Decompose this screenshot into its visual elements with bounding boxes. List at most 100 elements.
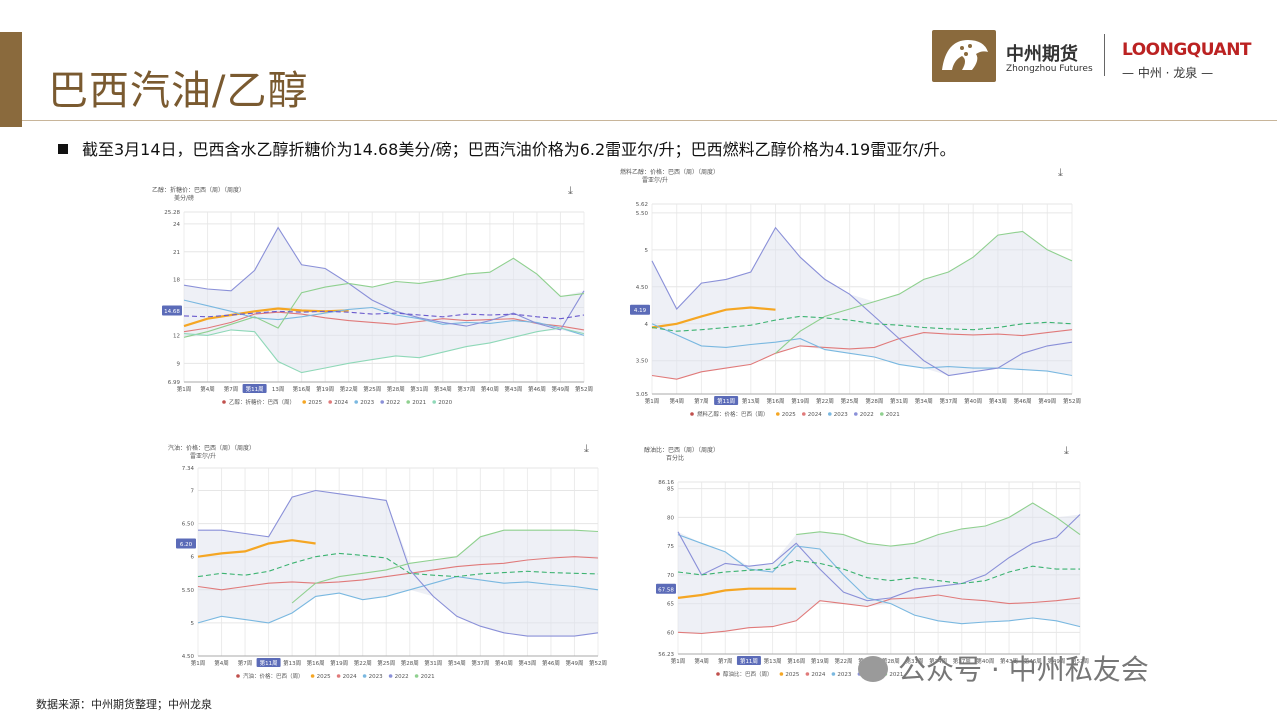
x-tick-label: 第11周: [740, 657, 758, 665]
logo-cn-name: 中州期货: [1006, 44, 1078, 65]
y-tick-label: 7: [191, 489, 195, 495]
legend-marker-2025: [310, 674, 315, 678]
legend-marker-2024: [805, 672, 810, 676]
legend-marker-prefix: [236, 674, 240, 678]
x-tick-label: 第7周: [694, 397, 709, 405]
y-tick-label: 24: [173, 222, 180, 228]
x-tick-label: 第46周: [1024, 657, 1042, 665]
y-tick-label: 25.28: [164, 210, 180, 216]
legend-label-prefix: 醇油比：巴西（周）: [723, 670, 773, 678]
chart-title: 汽油：价格：巴西（周）（周度）: [168, 444, 255, 452]
wechat-icon: [858, 656, 888, 682]
legend-marker-2021: [880, 412, 884, 416]
series-line-均值: [183, 310, 585, 320]
legend-label-prefix: 汽油：价格：巴西（周）: [243, 672, 304, 680]
legend-label-2021: 2021: [889, 672, 903, 678]
logo-separator: [1104, 34, 1105, 76]
y-tick-label: 3.50: [636, 359, 649, 365]
x-tick-label: 第28周: [387, 385, 405, 393]
legend-marker-2024: [802, 412, 806, 416]
legend-marker-2025: [302, 400, 306, 404]
legend-label-2023: 2023: [834, 412, 848, 418]
x-tick-label: 第13周: [764, 657, 782, 665]
current-value-label: 67.58: [658, 587, 674, 593]
y-tick-label: 6: [191, 555, 195, 561]
y-tick-label: 6.50: [182, 522, 195, 528]
x-tick-label: 第25周: [377, 659, 395, 667]
legend-marker-2021: [414, 674, 419, 678]
x-tick-label: 第52周: [1071, 657, 1089, 665]
series-line-2022: [183, 226, 585, 331]
x-tick-label: 第34周: [929, 657, 947, 665]
legend-marker-2021: [406, 400, 411, 404]
x-tick-label: 第43周: [518, 659, 536, 667]
legend-marker-2023: [828, 412, 832, 416]
x-tick-label: 第1周: [191, 659, 206, 667]
legend-label-2025: 2025: [785, 672, 799, 678]
x-tick-label: 第28周: [401, 659, 419, 667]
chart-title: 燃料乙醇：价格：巴西（周）（周度）: [620, 168, 719, 176]
y-tick-label: 5: [645, 248, 649, 254]
x-tick-label: 第4周: [200, 385, 215, 393]
y-tick-label: 3.05: [636, 392, 649, 398]
x-tick-label: 第46周: [528, 385, 546, 393]
series-line-2021: [183, 257, 585, 338]
chart-fuel-ethanol-price: 燃料乙醇：价格：巴西（周）（周度）雷亚尔/升 ⤓ 3.05 3.50 4 4.50 5 5.5…: [620, 166, 1081, 418]
series-line-2023: [197, 576, 599, 624]
current-value-tag: [656, 583, 676, 594]
legend-marker-prefix: [222, 400, 226, 404]
y-tick-label: 85: [667, 487, 674, 493]
legend-marker-2022: [854, 412, 858, 416]
current-value-tag: [162, 305, 182, 316]
download-icon: ⤓: [584, 442, 589, 455]
x-tick-label: 第37周: [457, 385, 475, 393]
current-value-label: 6.20: [180, 542, 193, 548]
y-tick-label: 86.16: [658, 480, 674, 486]
chart-unit-label: 美分/磅: [174, 194, 194, 202]
legend-label-2023: 2023: [369, 674, 383, 680]
series-line-均值: [651, 315, 1073, 332]
x-tick-label: 第19周: [791, 397, 809, 405]
x-tick-label: 第40周: [481, 385, 499, 393]
x-tick-label: 第25周: [841, 397, 859, 405]
x-tick-label: 第19周: [330, 659, 348, 667]
series-line-2025: [197, 539, 316, 558]
legend-label-2025: 2025: [782, 412, 796, 418]
range-band: [678, 503, 1080, 634]
legend-label-prefix: 燃料乙醇：价格：巴西（周）: [697, 410, 769, 418]
x-tick-label: 第49周: [551, 385, 569, 393]
x-tick-label: 第43周: [989, 397, 1007, 405]
chart-gasoline-price: 汽油：价格：巴西（周）（周度）雷亚尔/升 ⤓ 4.50 5 5.50 6 6.50 7 7.34…: [168, 442, 607, 680]
y-tick-label: 6.99: [168, 380, 181, 386]
x-tick-label: 第49周: [1047, 657, 1065, 665]
legend-label-2024: 2024: [334, 400, 348, 406]
series-line-2024: [197, 556, 599, 591]
legend-label-2024: 2024: [811, 672, 825, 678]
x-tick-label: 第19周: [811, 657, 829, 665]
x-tick-label: 第34周: [434, 385, 452, 393]
summary-line: 截至3月14日，巴西含水乙醇折糖价为14.68美分/磅；巴西汽油价格为6.2雷亚…: [58, 136, 956, 160]
legend-label-2023: 2023: [360, 400, 374, 406]
legend-marker-2024: [328, 400, 332, 404]
x-tick-label: 第52周: [589, 659, 607, 667]
legend-label-2022: 2022: [386, 400, 400, 406]
data-source: 数据来源：中州期货整理；中州龙泉: [36, 698, 212, 711]
y-tick-label: 4.50: [182, 654, 195, 660]
series-line-2021: [291, 529, 599, 604]
x-tick-label: 第31周: [424, 659, 442, 667]
x-tick-label: 第43周: [504, 385, 522, 393]
legend-marker-2022: [388, 674, 393, 678]
x-tick-label: 第37周: [953, 657, 971, 665]
legend-label-2021: 2021: [886, 412, 900, 418]
current-value-tag: [630, 304, 650, 315]
x-tick-label: 第19周: [316, 385, 334, 393]
legend-marker-prefix: [690, 412, 694, 416]
wechat-watermark: 公众号 · 中州私友会: [858, 648, 1149, 688]
series-line-2022: [677, 514, 1081, 602]
legend-marker-2025: [779, 672, 784, 676]
x-tick-label: 第46周: [1014, 397, 1032, 405]
title-divider: [22, 120, 1277, 121]
x-tick-label: 第49周: [1038, 397, 1056, 405]
x-tick-label: 第13周: [283, 659, 301, 667]
